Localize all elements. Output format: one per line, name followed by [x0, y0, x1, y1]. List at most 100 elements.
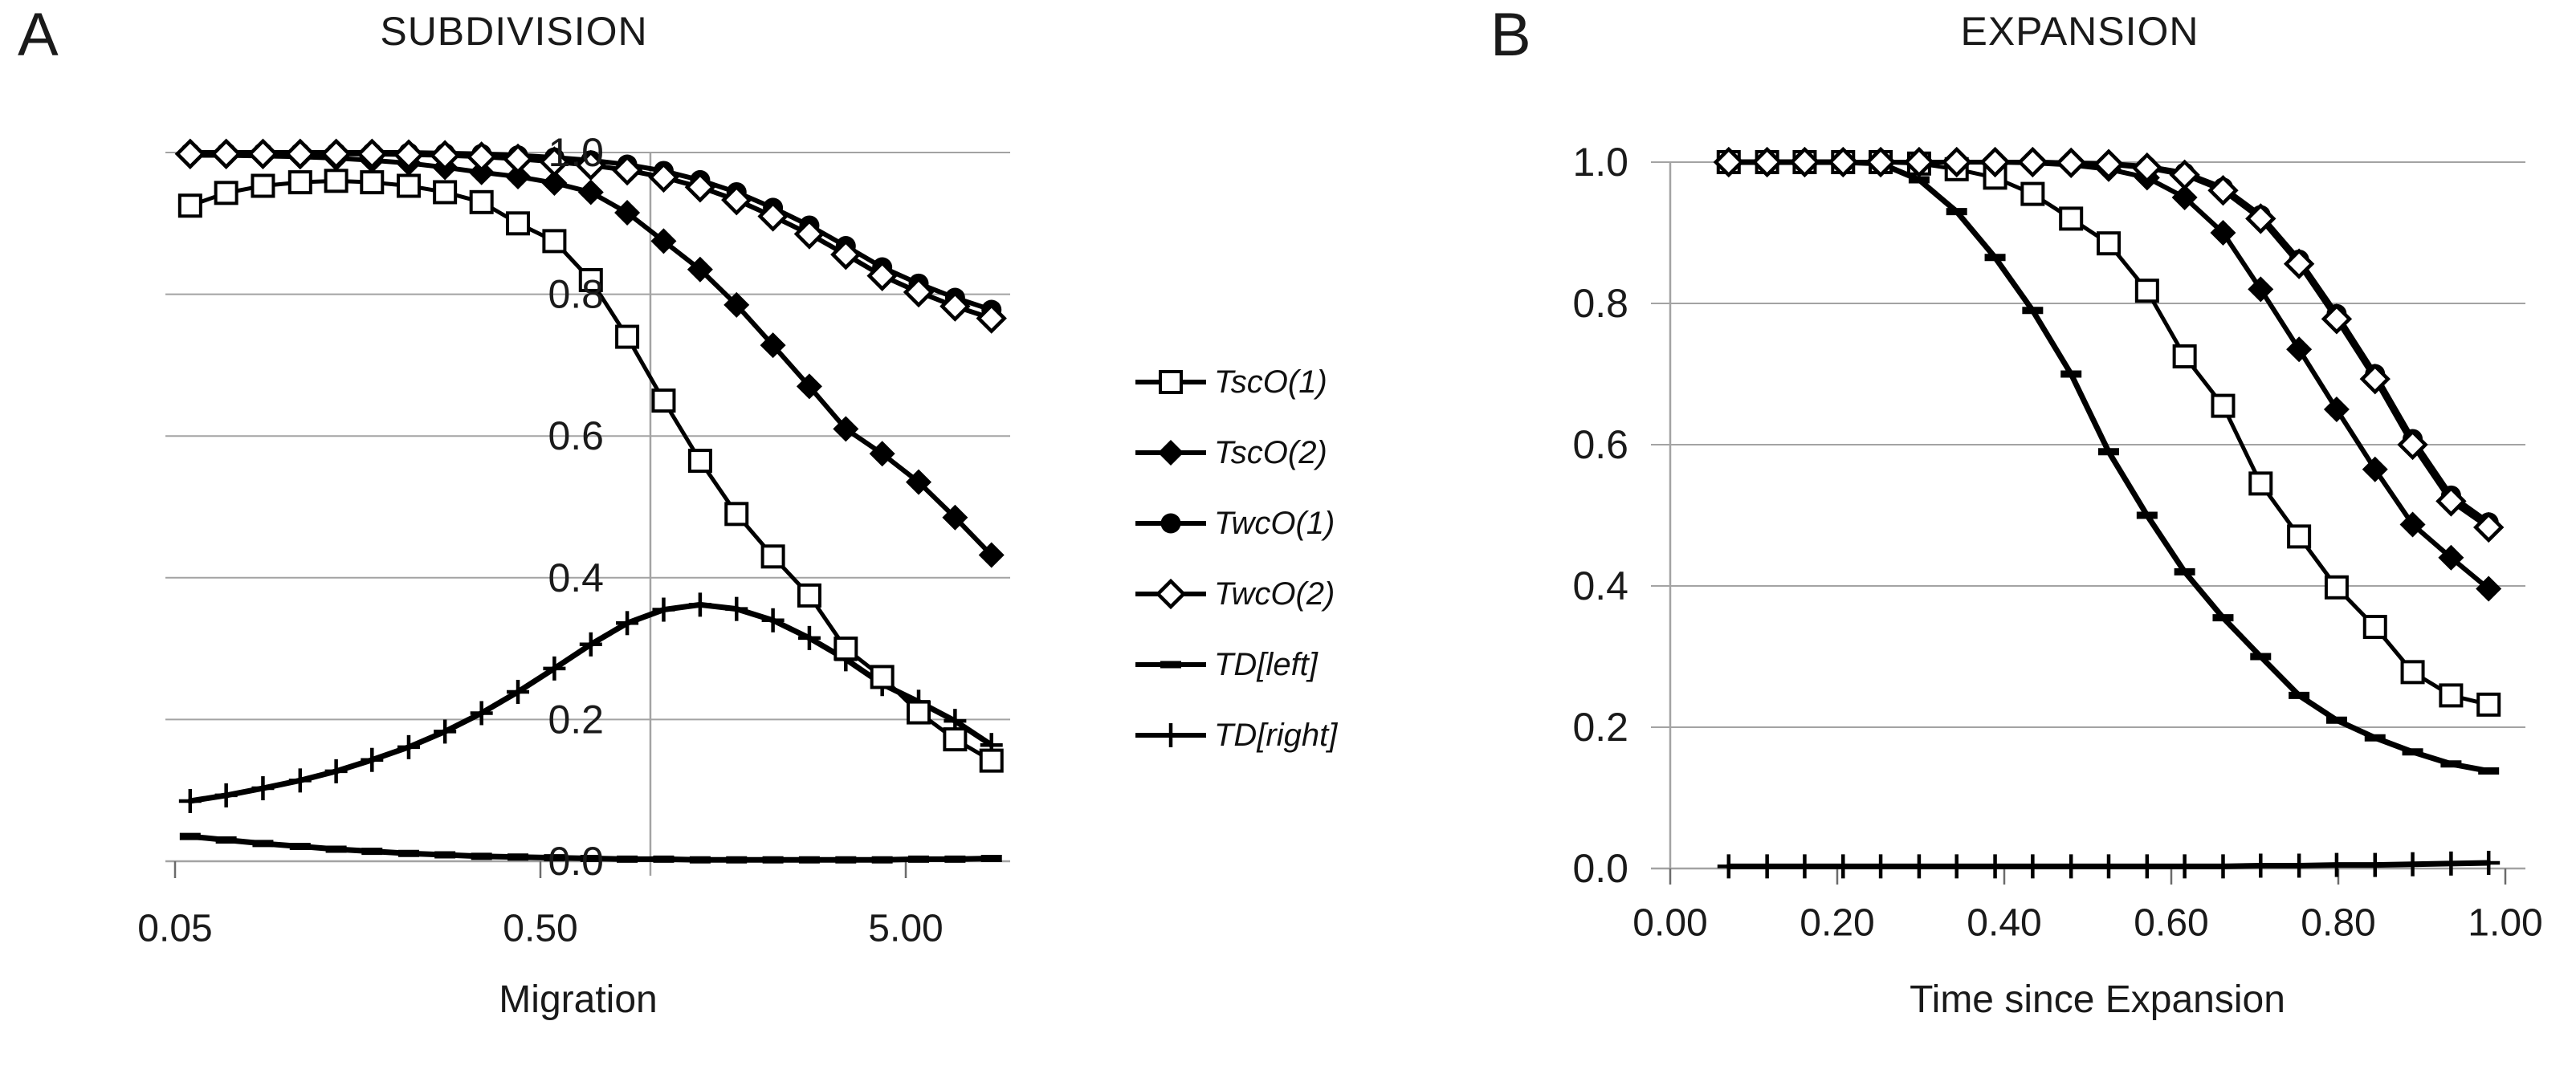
open-square-marker	[177, 193, 202, 218]
open-diamond-marker	[2056, 147, 2087, 179]
filled-diamond-marker	[2248, 276, 2274, 303]
y-tick-label: 0.2	[548, 697, 604, 742]
filled-diamond-marker	[942, 504, 968, 531]
open-diamond-marker	[830, 238, 862, 270]
open-square-marker	[578, 267, 603, 292]
open-diamond-marker	[721, 184, 752, 216]
open-diamond-marker	[2017, 146, 2048, 178]
open-square-marker	[979, 748, 1004, 773]
open-diamond-marker	[1979, 146, 2011, 178]
open-diamond-marker	[2131, 152, 2163, 184]
open-diamond-marker	[2093, 148, 2125, 180]
filled-diamond-marker	[723, 291, 750, 318]
open-diamond-marker	[2245, 203, 2276, 234]
open-diamond-marker	[466, 141, 497, 173]
open-diamond-marker	[247, 138, 279, 169]
filled-diamond-marker	[796, 373, 822, 400]
filled-diamond-marker	[468, 159, 495, 185]
open-diamond-marker	[502, 143, 534, 175]
filled-diamond-marker	[1158, 440, 1184, 466]
filled-diamond-marker	[2323, 397, 2350, 422]
open-square-line-icon	[1135, 370, 1206, 394]
open-square-marker	[506, 211, 531, 236]
open-square-marker	[433, 180, 458, 205]
filled-diamond-marker	[577, 179, 604, 205]
legend-item-twco2: TwcO(2)	[1131, 559, 1337, 629]
open-diamond-marker	[2359, 363, 2391, 395]
y-tick-label: 1.0	[548, 130, 604, 175]
open-diamond-marker	[2473, 511, 2505, 543]
filled-diamond-marker	[2362, 456, 2388, 482]
open-diamond-marker	[2321, 303, 2353, 335]
filled-diamond-marker	[2210, 220, 2236, 246]
x-tick-label: 0.05	[137, 908, 212, 950]
dash-line-icon	[1135, 661, 1206, 669]
open-diamond-marker	[320, 138, 352, 169]
legend-item-tsco2: TscO(2)	[1131, 417, 1337, 488]
legend-label: TwcO(1)	[1214, 506, 1335, 541]
open-square-marker	[251, 173, 275, 198]
open-diamond-marker	[1828, 146, 1859, 178]
panel-b-letter: B	[1490, 1, 1531, 69]
open-diamond-marker	[757, 201, 789, 232]
open-diamond-marker	[976, 303, 1007, 334]
filled-diamond-marker	[505, 164, 532, 190]
filled-diamond-marker	[687, 256, 713, 283]
legend-label: TscO(2)	[1214, 435, 1327, 470]
open-square-marker	[943, 727, 968, 752]
y-tick-label: 0.8	[1572, 281, 1628, 326]
open-diamond-marker	[2169, 159, 2200, 191]
open-square-marker	[324, 169, 348, 193]
filled-diamond-marker	[978, 542, 1005, 568]
y-tick-label: 0.2	[1572, 705, 1628, 750]
chart-legend: TscO(1) TscO(2) TwcO(1) TwcO(2) TD[left]…	[1131, 347, 1337, 771]
open-square-marker	[2476, 692, 2501, 717]
open-diamond-marker	[2207, 175, 2239, 206]
y-tick-label: 0.4	[1572, 563, 1628, 608]
x-tick-label: 1.00	[2468, 902, 2542, 945]
filled-diamond-marker	[2171, 185, 2198, 210]
filled-circle-marker	[1160, 513, 1181, 534]
open-square-marker	[2020, 181, 2045, 206]
panel-a-title: SUBDIVISION	[380, 9, 648, 54]
panel-b-title: EXPANSION	[1960, 9, 2199, 54]
open-square-marker	[834, 637, 858, 661]
y-tick-label: 0.6	[1572, 422, 1628, 467]
open-square-marker	[760, 544, 785, 569]
x-tick-label: 0.00	[1632, 902, 1707, 945]
x-tick-label: 0.60	[2134, 902, 2208, 945]
open-square-marker	[724, 502, 749, 527]
y-tick-label: 0.0	[548, 839, 604, 884]
x-tick-label: 0.50	[503, 908, 577, 950]
open-square-marker	[651, 388, 676, 413]
open-diamond-marker	[174, 138, 206, 169]
open-square-marker	[615, 324, 640, 349]
open-diamond-marker	[940, 291, 971, 322]
open-diamond-marker	[357, 138, 388, 169]
open-square-marker	[2362, 615, 2387, 640]
panel-a-letter: A	[18, 1, 59, 69]
open-square-marker	[907, 700, 931, 725]
open-square-marker	[214, 181, 238, 205]
open-diamond-marker	[393, 139, 425, 170]
legend-item-tsco1: TscO(1)	[1131, 347, 1337, 417]
open-diamond-marker	[1865, 146, 1897, 178]
open-diamond-marker	[1941, 146, 1972, 178]
plus-line-icon	[1135, 723, 1206, 747]
filled-diamond-marker	[760, 332, 786, 359]
y-tick-label: 0.8	[548, 272, 604, 317]
x-tick-label: 0.80	[2301, 902, 2375, 945]
filled-diamond-marker	[614, 200, 641, 226]
filled-diamond-marker	[2399, 511, 2426, 538]
y-tick-label: 0.4	[548, 555, 604, 600]
open-diamond-marker	[1713, 146, 1744, 178]
open-square-marker	[2172, 344, 2197, 368]
open-square-marker	[2400, 660, 2425, 685]
legend-label: TscO(1)	[1214, 364, 1327, 400]
y-tick-label: 0.6	[548, 413, 604, 458]
open-diamond-marker	[1751, 146, 1783, 178]
filled-diamond-marker	[869, 441, 895, 467]
open-diamond-marker	[2397, 429, 2428, 461]
open-square-marker	[2248, 471, 2273, 496]
open-square-marker	[1159, 370, 1183, 394]
